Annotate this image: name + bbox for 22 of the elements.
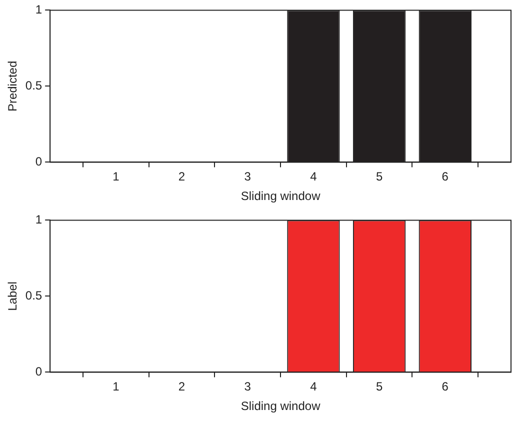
x-tick-label: 6 <box>442 380 449 394</box>
x-tick-label: 3 <box>244 380 252 394</box>
x-tick-label: 2 <box>178 380 186 394</box>
y-tick-label: 0 <box>35 364 42 379</box>
y-tick-label: 0.5 <box>25 78 42 93</box>
x-axis-title: Sliding window <box>240 399 321 414</box>
x-axis-title: Sliding window <box>240 189 321 204</box>
x-tick-label: 2 <box>178 170 186 184</box>
y-axis-title: Label <box>6 282 20 311</box>
y-axis-title: Predicted <box>6 60 20 112</box>
x-tick-label: 5 <box>376 170 383 184</box>
y-tick-label: 0.5 <box>25 288 42 303</box>
x-tick-label: 4 <box>310 380 318 394</box>
y-tick-label: 0 <box>35 154 42 169</box>
x-tick-label: 1 <box>112 170 120 184</box>
x-tick-label: 1 <box>112 380 120 394</box>
x-tick-label: 3 <box>244 170 252 184</box>
y-tick-label: 1 <box>35 212 42 227</box>
x-tick-label: 4 <box>310 170 318 184</box>
x-tick-label: 6 <box>442 170 449 184</box>
y-tick-label: 1 <box>35 2 42 17</box>
x-tick-label: 5 <box>376 380 383 394</box>
